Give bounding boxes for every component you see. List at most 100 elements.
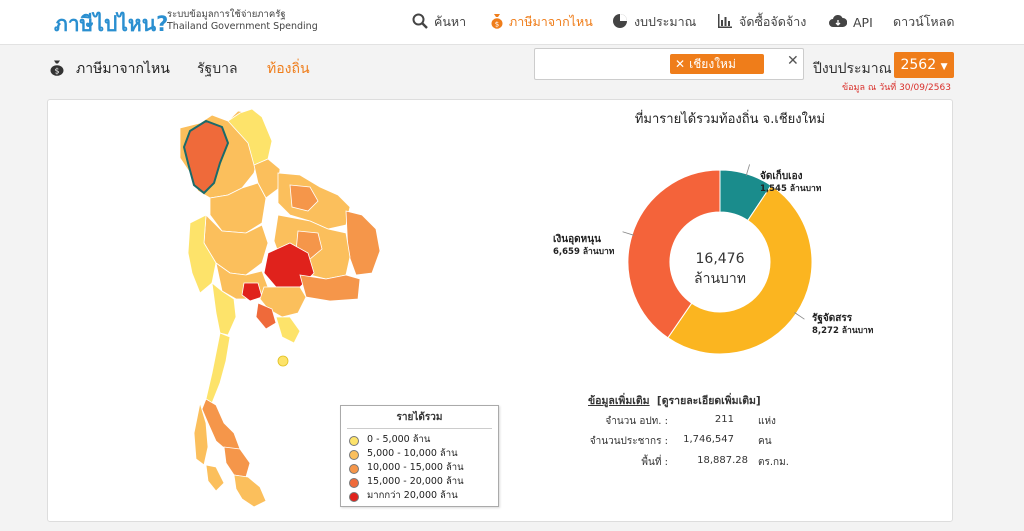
map-region-south-west xyxy=(193,402,209,466)
nav-api-label: API xyxy=(853,14,873,30)
year-dropdown[interactable]: 2562 ▼ xyxy=(894,52,954,78)
svg-text:$: $ xyxy=(55,67,60,76)
legend-title: รายได้รวม xyxy=(396,412,443,423)
revenue-donut-chart xyxy=(622,164,813,355)
map-region-north-central xyxy=(209,182,267,234)
selected-province-chip[interactable]: ✕ เชียงใหม่ xyxy=(670,54,764,74)
top-navbar: ภาษีไปไหน? ระบบข้อมูลการใช้จ่ายภาครัฐ Th… xyxy=(0,0,1024,45)
nav-download-label: ดาวน์โหลด xyxy=(893,14,955,29)
map-region-chonburi xyxy=(255,302,277,330)
slice-label-value: 6,659 ล้านบาท xyxy=(553,247,615,257)
info-label: จำนวน อปท. : xyxy=(605,416,668,427)
chart-title: ที่มารายได้รวมท้องถิ่น จ.เชียงใหม่ xyxy=(634,112,826,127)
remove-chip-icon[interactable]: ✕ xyxy=(675,57,686,71)
legend-item: 0 - 5,000 ล้าน xyxy=(341,433,498,447)
slice-label-state-allocated: รัฐจัดสรร 8,272 ล้านบาท xyxy=(812,313,873,337)
legend-swatch xyxy=(349,436,359,446)
cloud-icon xyxy=(829,14,848,31)
bar-chart-icon xyxy=(717,13,733,32)
tagline-thai: ระบบข้อมูลการใช้จ่ายภาครัฐ xyxy=(167,9,286,20)
year-label: ปีงบประมาณ xyxy=(813,61,892,77)
svg-text:$: $ xyxy=(495,20,499,28)
slice-label-subsidy: เงินอุดหนุน 6,659 ล้านบาท xyxy=(553,234,614,258)
map-region-west-south xyxy=(211,282,237,336)
legend-divider xyxy=(347,428,492,429)
nav-search-label: ค้นหา xyxy=(434,14,467,29)
info-unit: ตร.กม. xyxy=(758,457,789,468)
thailand-province-map[interactable] xyxy=(150,103,390,508)
map-region-north-east-north xyxy=(227,108,273,166)
map-region-south-upper xyxy=(205,332,231,404)
info-label: พื้นที่ : xyxy=(641,457,668,468)
caret-down-icon: ▼ xyxy=(940,62,948,72)
slice-label-value: 8,272 ล้านบาท xyxy=(812,326,874,336)
info-heading-label: ข้อมูลเพิ่มเติม xyxy=(588,395,650,407)
donut-slice-state-allocated[interactable] xyxy=(667,184,813,355)
site-logo[interactable]: ภาษีไปไหน? xyxy=(54,12,169,36)
nav-procurement[interactable]: จัดซื้อจัดจ้าง xyxy=(717,13,806,31)
donut-slice-subsidy[interactable] xyxy=(627,169,721,339)
info-unit: แห่ง xyxy=(758,416,776,427)
slice-label-name: เงินอุดหนุน xyxy=(553,234,601,245)
nav-tax-source[interactable]: $ ภาษีมาจากไหน xyxy=(491,13,593,31)
info-value: 18,887.28 xyxy=(697,455,748,466)
sub-navbar xyxy=(0,45,1024,97)
map-region-south-lower xyxy=(233,474,267,508)
nav-procurement-label: จัดซื้อจัดจ้าง xyxy=(739,14,807,29)
map-region-bangkok xyxy=(241,282,263,302)
data-as-of-date: ข้อมูล ณ วันที่ 30/09/2563 xyxy=(842,83,951,93)
nav-api[interactable]: API xyxy=(829,13,873,31)
legend-swatch xyxy=(349,492,359,502)
nav-budget[interactable]: งบประมาณ xyxy=(612,13,696,31)
map-legend: รายได้รวม 0 - 5,000 ล้าน 5,000 - 10,000 … xyxy=(340,405,499,507)
map-region-south-phuket xyxy=(205,464,225,492)
donut-center-value: 16,476 xyxy=(695,251,745,267)
nav-tax-source-label: ภาษีมาจากไหน xyxy=(509,14,593,29)
site-tagline: ระบบข้อมูลการใช้จ่ายภาครัฐ Thailand Gove… xyxy=(167,9,318,33)
nav-download[interactable]: ดาวน์โหลด xyxy=(893,13,954,31)
more-details-link[interactable]: [ดูรายละเอียดเพิ่มเติม] xyxy=(656,395,761,407)
legend-swatch xyxy=(349,464,359,474)
legend-item: 15,000 - 20,000 ล้าน xyxy=(341,475,498,489)
legend-label: 10,000 - 15,000 ล้าน xyxy=(367,462,464,473)
map-region-east-coast xyxy=(275,316,301,344)
legend-label: 5,000 - 10,000 ล้าน xyxy=(367,448,458,459)
legend-label: 15,000 - 20,000 ล้าน xyxy=(367,476,464,487)
info-label: จำนวนประชากร : xyxy=(589,436,668,447)
tab-local[interactable]: ท้องถิ่น xyxy=(267,61,310,77)
slice-label-name: จัดเก็บเอง xyxy=(760,171,803,182)
chip-label: เชียงใหม่ xyxy=(689,57,736,71)
legend-item: มากกว่า 20,000 ล้าน xyxy=(341,489,498,503)
map-region-isan-south xyxy=(299,274,361,302)
section-title: ภาษีมาจากไหน xyxy=(76,61,170,77)
search-icon xyxy=(412,13,428,32)
map-region-isan-udon xyxy=(289,184,319,212)
clear-search-icon[interactable]: ✕ xyxy=(787,53,799,69)
map-region-isan-east xyxy=(345,210,381,276)
money-bag-icon: $ xyxy=(491,13,503,32)
map-region-chiang-mai xyxy=(182,119,230,195)
info-value: 211 xyxy=(714,414,734,425)
slice-label-self-collected: จัดเก็บเอง 1,545 ล้านบาท xyxy=(760,171,821,195)
slice-leader-line xyxy=(794,312,805,320)
tagline-english: Thailand Government Spending xyxy=(167,21,318,32)
pie-chart-icon xyxy=(612,13,628,32)
slice-label-name: รัฐจัดสรร xyxy=(812,313,853,324)
slice-leader-line xyxy=(622,231,635,236)
year-value: 2562 xyxy=(900,57,937,73)
slice-label-value: 1,545 ล้านบาท xyxy=(760,184,822,194)
legend-item: 10,000 - 15,000 ล้าน xyxy=(341,461,498,475)
legend-swatch xyxy=(349,450,359,460)
nav-budget-label: งบประมาณ xyxy=(634,14,697,29)
tab-government[interactable]: รัฐบาล xyxy=(197,61,238,77)
legend-swatch xyxy=(349,478,359,488)
info-unit: คน xyxy=(758,436,772,447)
legend-label: มากกว่า 20,000 ล้าน xyxy=(367,490,458,501)
legend-label: 0 - 5,000 ล้าน xyxy=(367,434,431,445)
money-bag-icon: $ xyxy=(50,60,64,76)
slice-leader-line xyxy=(745,164,750,176)
donut-center-unit: ล้านบาท xyxy=(694,271,746,287)
additional-info-heading: ข้อมูลเพิ่มเติม [ดูรายละเอียดเพิ่มเติม] xyxy=(588,392,761,409)
nav-search[interactable]: ค้นหา xyxy=(412,13,466,31)
map-region-south-songkhla xyxy=(223,446,251,478)
